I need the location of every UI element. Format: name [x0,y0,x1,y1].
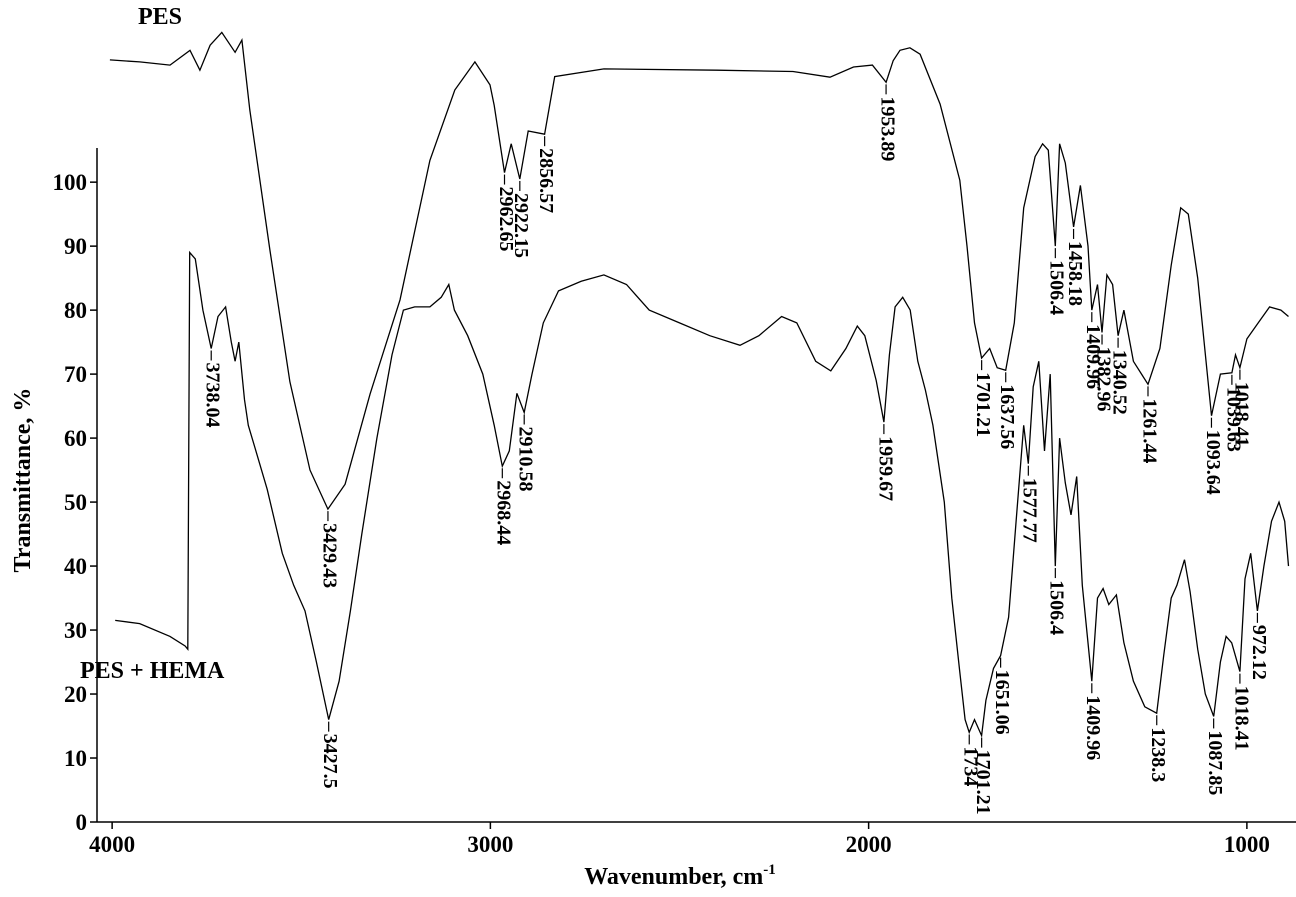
y-axis-title: Transmittance, % [10,388,36,573]
annotation-label: 1382.96 [1092,347,1114,412]
annotation-label: 1506.4 [1046,260,1068,315]
x-tick-label: 3000 [467,832,513,857]
annotation-label: 1409.96 [1082,324,1104,389]
y-tick-label: 100 [53,170,88,195]
series-label: PES + HEMA [80,658,225,684]
annotation-label: 1577.77 [1019,478,1041,543]
annotation-label: 2910.58 [515,427,537,492]
annotation-label: 1018.41 [1230,382,1252,447]
annotation-label: 1238.3 [1147,727,1169,782]
y-tick-label: 20 [64,682,87,707]
x-tick-label: 4000 [89,832,135,857]
annotation-label: 1409.96 [1082,695,1104,760]
x-axis-title: Wavenumber, cm-1 [584,862,776,890]
spectrum-line [115,250,1290,739]
series-label: PES [138,4,182,30]
x-tick-label: 1000 [1224,832,1270,857]
y-tick-label: 50 [64,490,87,515]
annotation-label: 2968.44 [493,480,515,545]
y-tick-label: 0 [76,810,88,835]
y-tick-label: 10 [64,746,87,771]
annotation-label: 1651.06 [991,670,1013,735]
y-tick-label: 70 [64,362,87,387]
annotation-label: 1701.21 [972,372,994,437]
x-tick-label: 2000 [846,832,892,857]
annotation-label: 972.12 [1248,625,1270,680]
annotation-label: 2922.15 [510,193,532,258]
y-tick-label: 40 [64,554,87,579]
annotation-label: 1701.21 [972,750,994,815]
annotation-label: 2962.65 [495,187,517,252]
annotation-label: 1959.67 [874,436,896,501]
annotation-label: 1039.63 [1222,387,1244,452]
annotation-label: 1087.85 [1204,730,1226,795]
annotation-label: 1734 [960,746,982,786]
spectrum-line [109,31,1289,511]
annotation-label: 1637.56 [996,384,1018,449]
annotation-label: 1953.89 [876,96,898,161]
annotation-label: 2856.57 [535,148,557,213]
y-tick-label: 60 [64,426,87,451]
annotation-label: 1261.44 [1138,398,1160,463]
y-tick-label: 30 [64,618,87,643]
annotation-label: 1093.64 [1202,430,1224,495]
annotation-label: 1506.4 [1046,580,1068,635]
annotation-label: 3427.5 [319,734,341,789]
y-tick-label: 80 [64,298,87,323]
x-axis-title-main: Wavenumber, cm [584,864,763,890]
annotation-label: 1458.18 [1064,241,1086,306]
annotation-label: 3738.04 [202,363,224,428]
annotation-label: 1018.41 [1230,686,1252,751]
annotation-label: 3429.43 [318,523,340,588]
y-tick-label: 90 [64,234,87,259]
x-axis-title-superscript: -1 [763,862,776,878]
annotation-label: 1340.52 [1108,350,1130,415]
